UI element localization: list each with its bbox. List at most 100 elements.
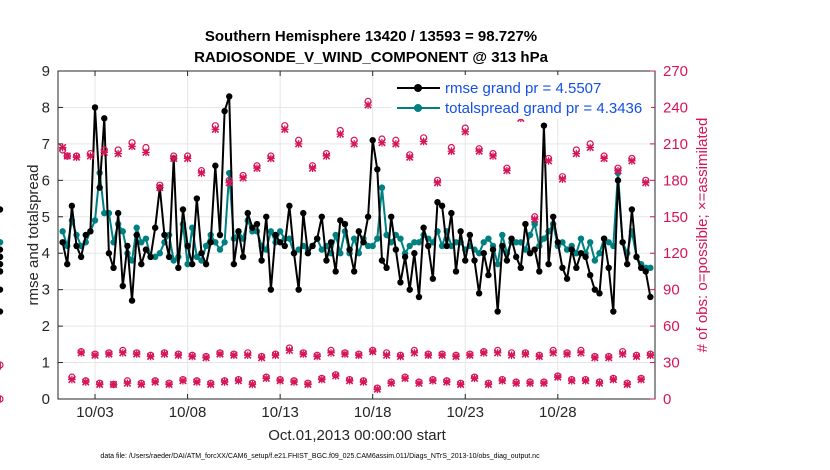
- rmse-data-point: [647, 293, 654, 301]
- totalspread-data-point: [318, 246, 325, 253]
- legend-totalspread-label: totalspread grand pr = 4.3436: [445, 100, 642, 117]
- obs-assimilated-marker: [350, 140, 358, 148]
- rmse-data-point: [600, 235, 608, 242]
- rmse-data-point: [0, 268, 4, 275]
- totalspread-data-point: [587, 239, 594, 246]
- obs-assimilated-marker: [304, 380, 312, 389]
- x-tick-label: 10/08: [169, 404, 207, 421]
- obs-assimilated-marker: [396, 352, 405, 361]
- obs-assimilated-marker: [484, 380, 493, 389]
- obs-assimilated-marker: [322, 152, 331, 160]
- totalspread-data-point: [475, 250, 483, 257]
- rmse-data-point: [624, 260, 631, 268]
- obs-assimilated-marker: [160, 350, 169, 358]
- x-tick-label: 10/03: [76, 404, 114, 421]
- obs-possible-marker: [0, 361, 4, 369]
- rmse-data-point: [114, 209, 122, 217]
- totalspread-data-point: [383, 231, 390, 239]
- rmse-data-point: [494, 308, 501, 315]
- totalspread-data-point: [286, 235, 293, 242]
- totalspread-data-point: [563, 246, 571, 253]
- rmse-data-point: [577, 250, 585, 257]
- totalspread-data-point: [133, 224, 140, 231]
- legend-box: [391, 75, 651, 119]
- totalspread-data-point: [378, 184, 386, 191]
- rmse-data-point: [198, 250, 205, 257]
- legend: rmse grand pr = 4.5507 totalspread grand…: [391, 75, 651, 119]
- rmse-data-point: [184, 242, 191, 250]
- obs-assimilated-marker: [216, 350, 224, 358]
- obs-assimilated-marker: [466, 351, 474, 360]
- obs-assimilated-marker: [359, 378, 368, 386]
- obs-assimilated-marker: [521, 350, 530, 358]
- obs-assimilated-marker: [206, 380, 215, 389]
- y-right-tick-label: 150: [663, 209, 688, 226]
- rmse-data-point: [383, 264, 390, 271]
- obs-assimilated-marker: [280, 125, 289, 134]
- obs-assimilated-marker: [294, 140, 303, 148]
- totalspread-data-point: [369, 242, 376, 250]
- obs-assimilated-marker: [336, 130, 345, 138]
- obs-assimilated-marker: [128, 142, 136, 151]
- obs-assimilated-marker: [628, 157, 636, 165]
- rmse-data-point: [327, 239, 335, 246]
- rmse-data-point: [429, 275, 437, 282]
- rmse-data-point: [457, 228, 464, 235]
- rmse-data-point: [318, 213, 325, 220]
- rmse-data-point: [64, 260, 71, 268]
- totalspread-data-point: [193, 253, 201, 261]
- rmse-data-point: [563, 275, 571, 282]
- rmse-data-point: [0, 206, 4, 213]
- totalspread-data-point: [364, 242, 372, 250]
- rmse-data-point: [637, 264, 645, 271]
- rmse-data-point: [253, 220, 261, 228]
- rmse-data-point: [87, 228, 94, 235]
- rmse-data-point: [397, 279, 404, 286]
- rmse-data-point: [443, 242, 450, 250]
- rmse-data-point: [147, 253, 154, 261]
- rmse-data-point: [475, 290, 483, 297]
- totalspread-data-point: [596, 250, 603, 257]
- obs-assimilated-marker: [317, 375, 326, 384]
- rmse-data-point: [448, 209, 455, 217]
- totalspread-data-point: [212, 239, 219, 246]
- obs-assimilated-marker: [544, 157, 553, 165]
- rmse-data-point: [536, 268, 543, 275]
- obs-assimilated-marker: [470, 374, 479, 383]
- obs-assimilated-marker: [498, 376, 507, 385]
- y-right-tick-label: 30: [663, 355, 680, 372]
- y-tick-label: 7: [42, 136, 50, 153]
- x-tick-label: 10/18: [354, 404, 392, 421]
- totalspread-data-point: [605, 239, 612, 246]
- obs-assimilated-marker: [174, 351, 183, 360]
- obs-assimilated-marker: [81, 378, 90, 386]
- obs-assimilated-marker: [327, 349, 335, 357]
- obs-assimilated-marker: [234, 376, 243, 385]
- obs-assimilated-marker: [331, 372, 340, 380]
- obs-assimilated-marker: [114, 149, 122, 158]
- obs-assimilated-marker: [77, 349, 85, 357]
- y-tick-label: 8: [42, 99, 50, 116]
- obs-assimilated-marker: [364, 101, 372, 109]
- rmse-data-point: [77, 253, 85, 261]
- obs-assimilated-marker: [535, 352, 544, 361]
- obs-assimilated-marker: [503, 166, 511, 175]
- y-right-tick-label: 210: [663, 136, 688, 153]
- totalspread-data-point: [499, 231, 506, 239]
- obs-assimilated-marker: [554, 373, 562, 381]
- rmse-data-point: [378, 257, 386, 264]
- obs-assimilated-marker: [243, 351, 252, 360]
- obs-count-markers: [0, 97, 655, 403]
- obs-assimilated-marker: [456, 380, 465, 389]
- obs-assimilated-marker: [549, 349, 557, 357]
- rmse-data-point: [101, 115, 108, 122]
- rmse-data-point: [276, 239, 284, 246]
- rmse-data-point: [392, 246, 400, 253]
- rmse-data-point: [582, 253, 589, 261]
- totalspread-data-point: [267, 228, 275, 235]
- obs-assimilated-marker: [604, 353, 613, 362]
- rmse-data-point: [119, 282, 126, 290]
- rmse-data-point: [462, 257, 469, 264]
- obs-assimilated-marker: [225, 178, 234, 187]
- y-axis-left: 0 1 2 3 4 5 6 7 8 9: [42, 63, 63, 408]
